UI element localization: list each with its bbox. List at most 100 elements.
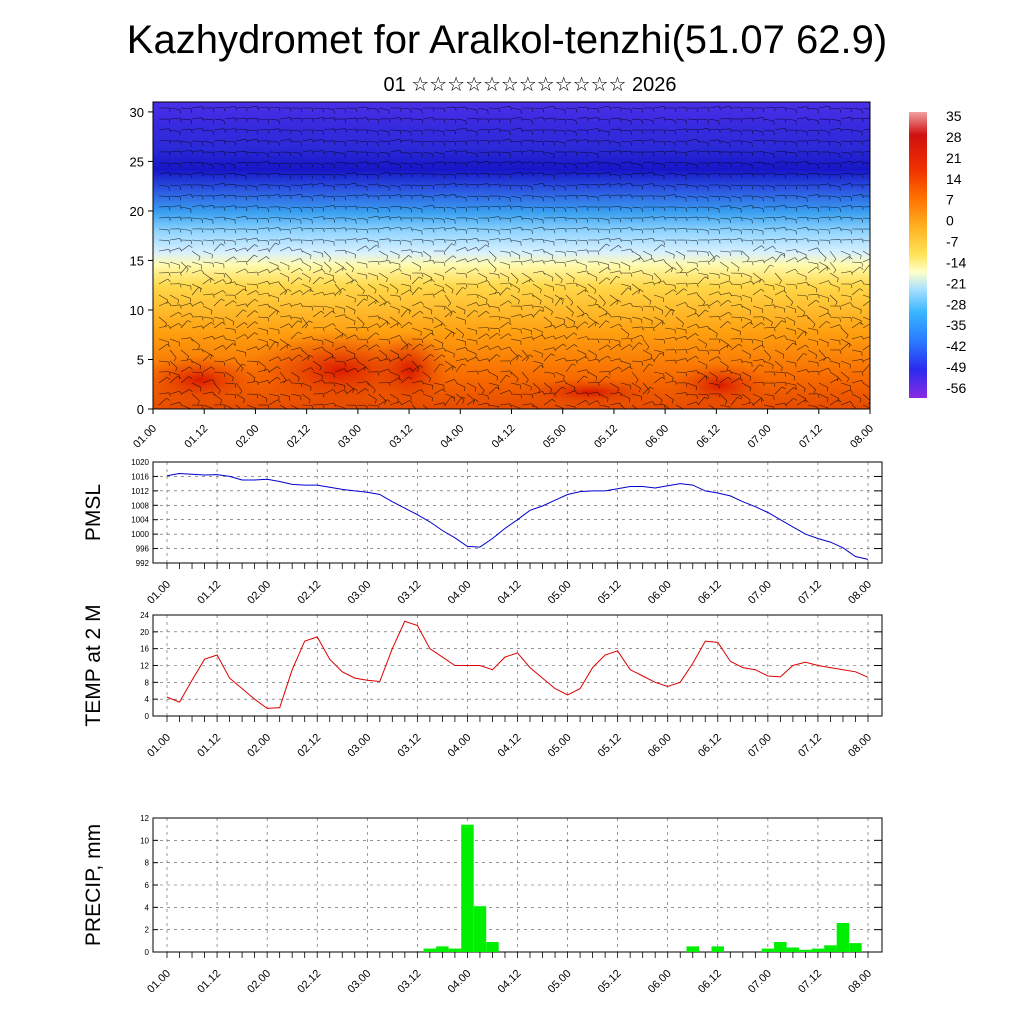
wind-barb-shaft [829,162,841,164]
wind-barb-flag [816,267,820,271]
x-tick-label: 03.00 [345,579,373,607]
wind-barb-flag [784,372,787,377]
wind-barb-flag [256,205,259,210]
wind-barb-shaft [290,303,301,307]
wind-barb-shaft [675,128,686,131]
wind-barb-shaft [664,289,674,296]
wind-barb-shaft [730,327,741,332]
wind-barb-shaft [554,118,566,120]
wind-barb-flag [322,139,325,144]
wind-barb-flag [243,288,248,292]
wind-barb-shaft [829,261,837,271]
wind-barb-shaft [257,338,268,343]
wind-barb-flag [607,398,609,403]
wind-barb-flag [674,337,677,341]
wind-barb-shaft [169,376,178,384]
wind-barb-flag [696,346,699,350]
wind-barb-flag [245,207,248,212]
wind-barb-flag [201,348,204,353]
wind-barb-flag [575,108,578,113]
wind-barb-flag [168,151,171,156]
warm-region [370,332,450,408]
wind-barb-shaft [609,162,620,166]
wind-barb-shaft [246,162,258,164]
wind-barb-flag [784,174,787,179]
wind-barb-flag [520,186,522,191]
wind-barb-flag [278,217,281,222]
wind-barb-flag [663,106,666,111]
wind-barb-flag [333,164,335,169]
wind-barb-flag [727,299,732,303]
wind-barb-shaft [246,360,258,362]
wind-barb-shaft [422,382,433,386]
wind-barb-flag [454,150,457,155]
wind-barb-flag [828,119,831,124]
wind-barb-shaft [576,162,588,164]
wind-barb-flag [328,258,332,262]
wind-barb-flag [377,195,380,200]
wind-barb-flag [245,117,248,122]
wind-barb-flag [288,410,289,414]
wind-barb-shaft [345,334,356,340]
wind-barb-shaft [510,227,521,230]
wind-barb-flag [784,238,787,243]
wind-barb-flag [311,219,313,224]
wind-barb-flag [718,139,721,144]
wind-barb-flag [509,238,512,243]
wind-barb-shaft [774,272,782,281]
wind-barb-shaft [378,399,388,406]
wind-barb-flag [861,218,863,223]
wind-barb-flag [751,195,754,200]
wind-barb-shaft [279,272,290,278]
wind-barb-shaft [246,321,255,329]
wind-barb-flag [365,344,369,348]
wind-barb-flag [442,388,446,393]
wind-barb-shaft [565,184,577,186]
wind-barb-flag [673,289,677,293]
wind-barb-flag [571,363,576,366]
wind-barb-shaft [730,261,740,268]
wind-barb-flag [496,386,500,390]
wind-barb-shaft [433,161,444,164]
wind-barb-flag [553,347,556,352]
wind-barb-shaft [664,150,675,153]
wind-barb-flag [366,152,369,156]
wind-barb-shaft [224,140,236,143]
wind-barb-flag [839,239,842,244]
wind-barb-shaft [422,316,433,320]
wind-barb-shaft [785,217,796,220]
wind-barb-flag [300,227,303,232]
wind-barb-shaft [686,239,698,241]
wind-barb-shaft [763,316,773,323]
wind-barb-shaft [785,398,794,406]
wind-barb-flag [803,331,808,334]
wind-barb-shaft [576,195,588,197]
wind-barb-flag [173,357,177,362]
wind-barb-flag [506,374,511,378]
wind-barb-shaft [862,217,870,219]
colorbar-label: 21 [946,150,962,166]
wind-barb-flag [399,296,401,301]
wind-barb-flag [652,358,655,363]
wind-barb-flag [331,310,336,314]
wind-barb-shaft [642,338,650,348]
wind-barb-flag [322,174,325,179]
wind-barb-flag [630,240,632,245]
wind-barb-flag [178,323,182,327]
wind-barb-shaft [158,376,168,384]
wind-barb-shaft [301,336,312,340]
wind-barb-flag [762,174,765,179]
wind-barb-flag [542,197,544,202]
wind-barb-shaft [543,294,554,300]
wind-barb-shaft [455,347,466,351]
wind-barb-flag [166,398,170,401]
wind-barb-flag [516,279,519,284]
wind-barb-shaft [378,151,389,154]
wind-barb-flag [652,238,655,242]
wind-barb-shaft [433,402,444,406]
wind-barb-flag [311,197,313,202]
wind-barb-flag [729,162,732,167]
wind-barb-shaft [213,360,225,363]
wind-barb-shaft [356,327,368,329]
